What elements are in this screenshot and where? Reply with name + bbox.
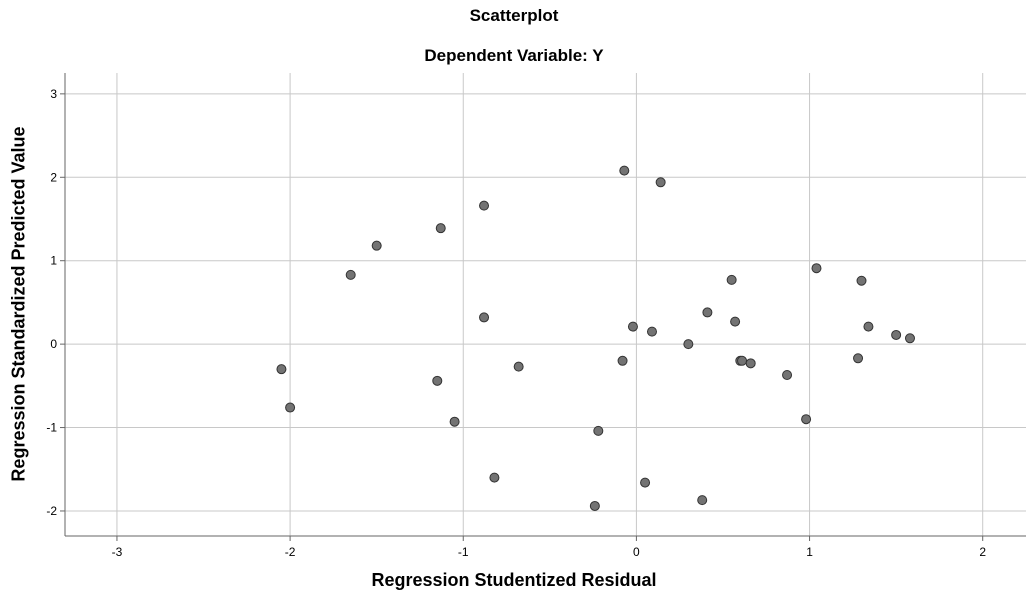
data-point <box>617 355 628 366</box>
data-point <box>782 369 793 380</box>
data-point <box>655 177 666 188</box>
data-point <box>449 416 460 427</box>
x-tick-label: -2 <box>285 545 296 559</box>
data-point <box>619 165 630 176</box>
y-tick-label: -1 <box>46 421 57 435</box>
data-point <box>683 339 694 350</box>
data-point <box>435 223 446 234</box>
data-point <box>697 495 708 506</box>
data-point <box>432 375 443 386</box>
data-point <box>702 307 713 318</box>
data-point <box>489 472 500 483</box>
x-tick-label: 1 <box>806 545 813 559</box>
data-point <box>737 355 748 366</box>
axes <box>60 73 1026 541</box>
chart-title: Scatterplot <box>469 6 559 25</box>
y-tick-label: -2 <box>46 504 57 518</box>
data-point <box>371 240 382 251</box>
data-point <box>904 333 915 344</box>
data-point <box>479 200 490 211</box>
data-points <box>276 165 915 511</box>
data-point <box>863 321 874 332</box>
y-axis-label: Regression Standardized Predicted Value <box>8 126 29 482</box>
data-point <box>726 274 737 285</box>
tick-labels: -3 -2 -1 0 1 2 -2 -1 0 1 2 3 <box>46 87 986 559</box>
grid-lines <box>65 73 1026 536</box>
data-point <box>276 364 287 375</box>
data-point <box>856 275 867 286</box>
chart-subtitle: Dependent Variable: Y <box>424 46 604 65</box>
data-point <box>853 353 864 364</box>
data-point <box>891 329 902 340</box>
data-point <box>513 361 524 372</box>
data-point <box>745 358 756 369</box>
data-point <box>730 316 741 327</box>
data-point <box>479 312 490 323</box>
data-point <box>811 263 822 274</box>
data-point <box>627 321 638 332</box>
x-tick-label: -3 <box>112 545 123 559</box>
data-point <box>646 326 657 337</box>
y-tick-label: 1 <box>50 254 57 268</box>
x-tick-label: 2 <box>979 545 986 559</box>
y-tick-label: 0 <box>50 337 57 351</box>
data-point <box>593 425 604 436</box>
y-tick-label: 2 <box>50 170 57 184</box>
data-point <box>589 500 600 511</box>
data-point <box>345 269 356 280</box>
data-point <box>285 402 296 413</box>
y-tick-label: 3 <box>50 87 57 101</box>
data-point <box>640 477 651 488</box>
x-tick-label: -1 <box>458 545 469 559</box>
x-axis-label: Regression Studentized Residual <box>371 570 657 590</box>
x-tick-label: 0 <box>633 545 640 559</box>
data-point <box>801 414 812 425</box>
